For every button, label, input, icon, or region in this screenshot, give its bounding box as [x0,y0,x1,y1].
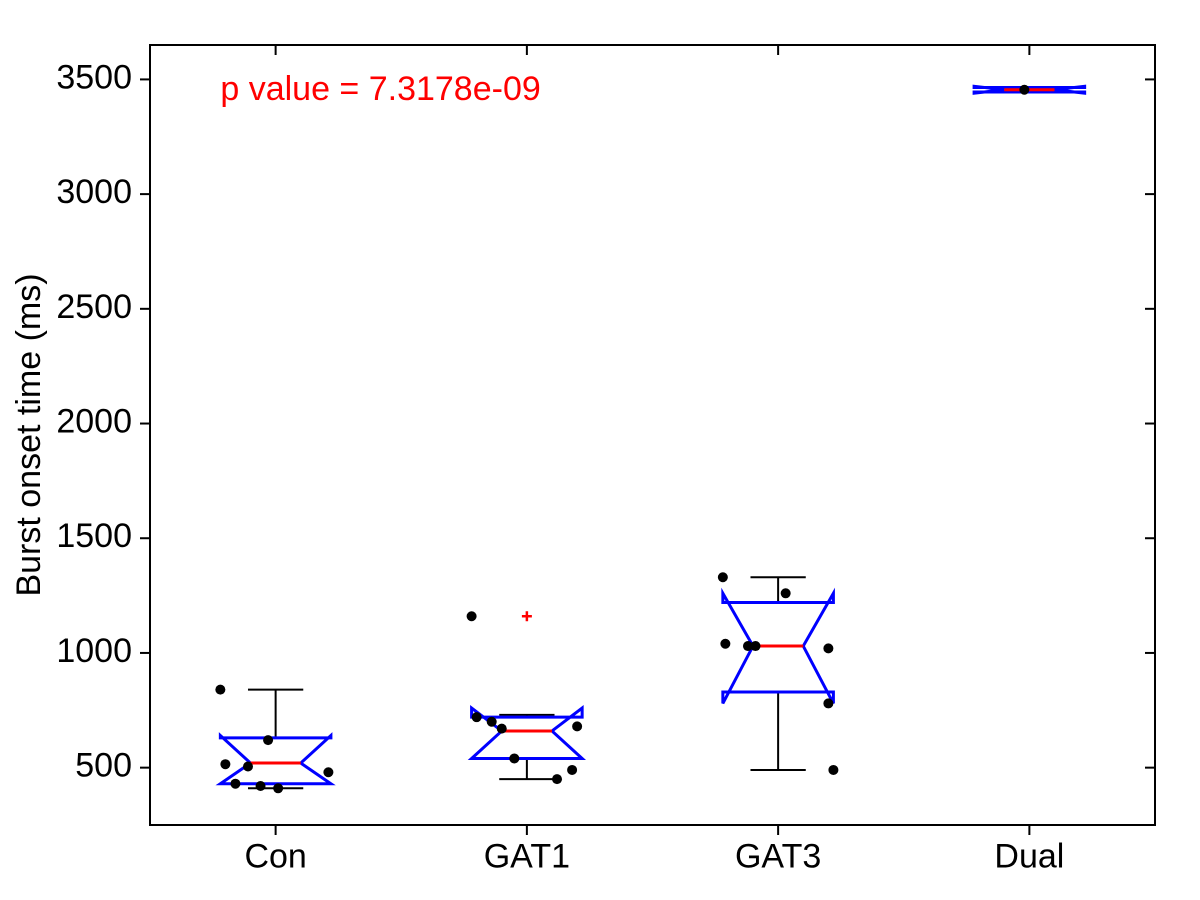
scatter-point [572,721,582,731]
scatter-point [720,639,730,649]
scatter-point [243,762,253,772]
boxplot-chart: 500 1000 1500 2000 2500 3000 3500 Con GAT1 GAT3 Du… [0,0,1200,900]
scatter-point [497,724,507,734]
box [220,736,331,784]
chart-svg: 500 1000 1500 2000 2500 3000 3500 Con GAT1 GAT3 Du… [0,0,1200,900]
scatter-point [256,781,266,791]
xtick-label: GAT3 [735,837,821,875]
scatter-point [215,685,225,695]
xtick-label: Dual [994,837,1064,875]
scatter-point [230,779,240,789]
scatter-point [273,783,283,793]
scatter-point [567,765,577,775]
scatter-point [552,774,562,784]
scatter-point [472,712,482,722]
ylabel: Burst onset time (ms) [10,273,48,596]
ytick-label: 3500 [56,58,132,96]
scatter-point [718,572,728,582]
ytick-label: 2500 [56,288,132,326]
p-value-annotation: p value = 7.3178e-09 [220,70,540,108]
box [723,593,834,703]
ytick-label: 2000 [56,403,132,441]
scatter-point [487,717,497,727]
scatter-point [220,759,230,769]
scatter-point [828,765,838,775]
ytick-label: 500 [75,747,132,785]
ytick-label: 1000 [56,632,132,670]
xtick-label: Con [244,837,306,875]
scatter-point [823,643,833,653]
ytick-label: 3000 [56,173,132,211]
plot-area [150,45,1155,825]
scatter-point [263,735,273,745]
scatter-point [751,641,761,651]
xtick-label: GAT1 [484,837,570,875]
scatter-point [509,753,519,763]
ytick-label: 1500 [56,517,132,555]
scatter-point [1019,85,1029,95]
scatter-point [467,611,477,621]
scatter-point [323,767,333,777]
scatter-point [781,588,791,598]
scatter-point [823,698,833,708]
